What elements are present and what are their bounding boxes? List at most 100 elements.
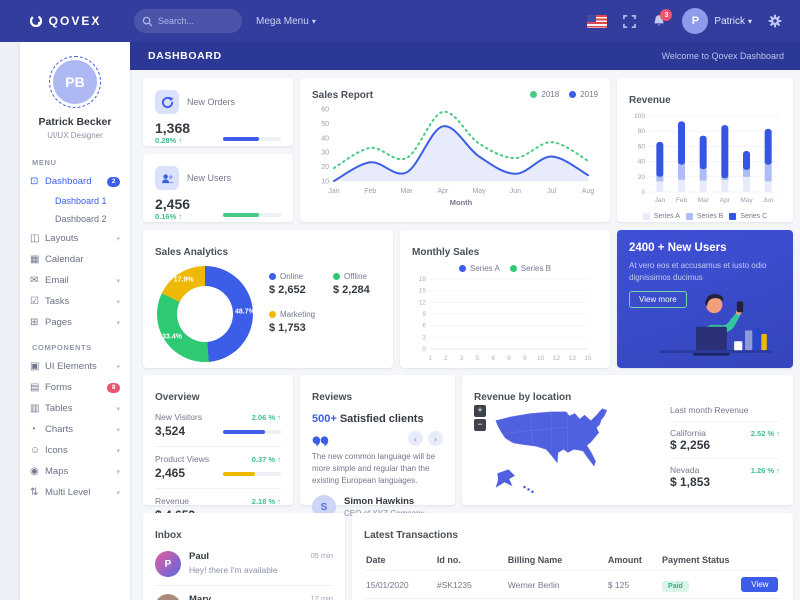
sidebar-item-icons[interactable]: ☺ Icons ▾	[20, 440, 130, 461]
search-icon	[142, 16, 153, 27]
svg-text:0: 0	[641, 189, 645, 196]
map-zoom-out-button[interactable]: −	[474, 419, 486, 431]
svg-text:3: 3	[422, 334, 426, 341]
cell-id: #SK1235	[434, 570, 506, 599]
language-flag-icon[interactable]	[587, 14, 608, 28]
chevron-down-icon: ▾	[116, 277, 120, 285]
sidebar-item-charts[interactable]: ◔ Charts ▾	[20, 419, 130, 440]
chevron-down-icon: ▾	[116, 426, 120, 434]
sidebar-item-ui-elements[interactable]: ▣ UI Elements ▾	[20, 356, 130, 377]
profile-avatar[interactable]: PB	[49, 56, 101, 108]
legend-item: Series A	[458, 264, 500, 273]
forms-icon: ▤	[30, 382, 40, 393]
sidebar-item-forms[interactable]: ▤ Forms 8	[20, 377, 130, 398]
overview-item: Product Views 0.37 % 2,465	[155, 447, 281, 489]
latest-transactions-card: Latest Transactions Date Id no. Billing Na…	[352, 513, 793, 600]
multi-level-icon: ⇅	[30, 487, 39, 498]
chevron-down-icon: ▾	[116, 405, 120, 413]
stat-progress-bar	[223, 137, 281, 141]
settings-gear-icon[interactable]	[768, 14, 782, 28]
usa-map[interactable]: + −	[472, 403, 657, 499]
legend-label: Series A	[469, 264, 500, 273]
revenue-by-location-card: Revenue by location + − Last month Reven…	[462, 375, 793, 505]
profile-role: UI/UX Designer	[47, 131, 103, 140]
overview-title: Overview	[155, 392, 200, 403]
sidebar-item-maps[interactable]: ◉ Maps ▾	[20, 461, 130, 482]
sidebar-badge: 8	[107, 382, 120, 393]
promo-text: At vero eos et accusamus et iusto odio d…	[629, 261, 767, 282]
sidebar-item-email[interactable]: ✉ Email ▾	[20, 270, 130, 291]
brand-name: QOVEX	[48, 14, 102, 28]
inbox-message[interactable]: MMary12 minThis theme is awesome!	[155, 586, 333, 600]
legend-item: 2019	[569, 90, 598, 99]
legend-dot	[269, 311, 276, 318]
legend-dot	[569, 91, 577, 98]
overview-progress-bar	[223, 430, 281, 434]
chevron-down-icon: ▾	[116, 468, 120, 476]
sidebar-item-tables[interactable]: ▥ Tables ▾	[20, 398, 130, 419]
message-text: Hey! there I'm available	[189, 565, 278, 575]
view-more-button[interactable]: View more	[629, 291, 687, 309]
message-time: 12 min	[310, 594, 333, 600]
brand-logo[interactable]: QOVEX	[0, 14, 130, 28]
cell-amount: $ 125	[605, 570, 661, 599]
notifications-bell-icon[interactable]: 3	[652, 9, 673, 28]
cell-status: Paid	[660, 570, 740, 599]
sidebar-item-pages[interactable]: ⊞ Pages ▾	[20, 312, 130, 333]
sales-analytics-card: Sales Analytics 48.7% 33.4% 17.9% Online $ …	[143, 230, 393, 368]
review-prev-button[interactable]: ‹	[408, 431, 423, 446]
sender-name: Paul	[189, 551, 210, 562]
legend-item: Series A	[642, 213, 680, 220]
sidebar-item-tasks[interactable]: ☑ Tasks ▾	[20, 291, 130, 312]
sidebar-item-layouts[interactable]: ◫ Layouts ▾	[20, 228, 130, 249]
sidebar-item-label: Dashboard	[45, 176, 92, 187]
sidebar-item-label: Tables	[45, 403, 73, 414]
location-label: Nevada	[670, 465, 700, 475]
inbox-message[interactable]: P Paul 05 min Hey! there I'm available	[155, 543, 333, 586]
sidebar-item-label: Email	[45, 275, 69, 286]
mega-menu-button[interactable]: Mega Menu	[256, 16, 316, 27]
revenue-chart: 0 20 40 60 80 100 Jan Feb Mar Apr May Jun	[634, 113, 779, 204]
review-next-button[interactable]: ›	[428, 431, 443, 446]
overview-item-value: 2,465	[155, 466, 186, 480]
fullscreen-icon[interactable]	[623, 14, 637, 28]
cell-billing-name: Robert Jordan	[505, 598, 606, 600]
monthly-sales-card: Monthly Sales Series A Series B 18 15 12 9 6 3…	[400, 230, 610, 368]
svg-text:12: 12	[553, 355, 561, 362]
sidebar-item-multi-level[interactable]: ⇅ Multi Level ▾	[20, 482, 130, 503]
sidebar-subitem-dashboard-1[interactable]: Dashboard 1	[55, 196, 107, 206]
svg-text:50: 50	[321, 121, 329, 128]
svg-text:10: 10	[537, 355, 545, 362]
search-input[interactable]	[158, 16, 228, 26]
dashboard-icon: ⊡	[30, 176, 39, 187]
sidebar-menu: ⊡ Dashboard 2 Dashboard 1 Dashboard 2 ◫ Layout…	[20, 171, 130, 333]
location-value: $ 2,256	[670, 438, 711, 452]
donut-percent-label: 48.7%	[235, 308, 255, 316]
pages-icon: ⊞	[30, 317, 39, 328]
user-menu[interactable]: P Patrick	[682, 8, 752, 34]
map-zoom-in-button[interactable]: +	[474, 405, 486, 417]
revenue-chart-card: Revenue 0 20 40 60 80 100 Jan Feb Mar Apr May Jun S…	[617, 78, 793, 222]
reviews-headline: 500+ Satisfied clients	[312, 413, 424, 425]
donut-percent-label: 17.9%	[173, 276, 194, 284]
sidebar-item-label: Icons	[45, 445, 68, 456]
welcome-text: Welcome to Qovex Dashboard	[661, 51, 784, 61]
sidebar-subitem-dashboard-2[interactable]: Dashboard 2	[55, 214, 107, 224]
maps-icon: ◉	[30, 466, 39, 477]
charts-icon: ◔	[30, 424, 37, 435]
svg-text:Jun: Jun	[763, 197, 774, 204]
location-label: California	[670, 428, 706, 438]
location-delta: 1.26 %	[751, 466, 780, 475]
overview-item-label: Product Views	[155, 454, 210, 464]
review-quote-text: The new common language will be more sim…	[312, 452, 436, 485]
sidebar-item-calendar[interactable]: ▦ Calendar	[20, 249, 130, 270]
cell-action: View	[739, 598, 781, 600]
search-box[interactable]	[134, 9, 242, 33]
table-header-cell: Payment Status	[660, 550, 740, 571]
svg-text:May: May	[473, 188, 487, 195]
cell-date: 15/01/2020	[364, 570, 435, 599]
svg-text:Apr: Apr	[720, 197, 731, 204]
view-button[interactable]: View	[741, 577, 779, 592]
sales-report-chart: 10 20 30 40 50 60 Jan Feb Mar Apr May Jun Jul Aug Mont…	[321, 107, 594, 208]
sidebar-item-dashboard[interactable]: ⊡ Dashboard 2	[20, 171, 130, 192]
